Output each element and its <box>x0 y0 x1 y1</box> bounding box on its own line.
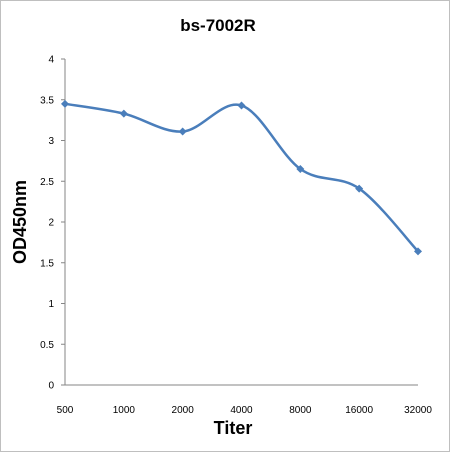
y-tick-label: 2.5 <box>40 177 54 188</box>
series-line <box>64 102 419 253</box>
y-tick-label: 0 <box>48 381 54 392</box>
series-group <box>61 99 422 256</box>
x-tick-label: 2000 <box>172 405 195 416</box>
data-point-marker <box>119 109 128 118</box>
x-tick-label: 4000 <box>230 405 253 416</box>
y-tick-label: 1 <box>48 299 54 310</box>
data-point-marker <box>178 127 187 136</box>
y-tick-label: 2 <box>48 218 54 229</box>
data-point-marker <box>61 99 69 108</box>
y-axis-label: OD450nm <box>10 180 30 264</box>
x-tick-label: 8000 <box>289 405 312 416</box>
data-point-marker <box>296 165 305 174</box>
y-ticks: 0 0.5 1 1.5 2 2.5 3 3.5 4 <box>40 55 65 392</box>
x-tick-label: 16000 <box>345 405 373 416</box>
x-tick-label: 32000 <box>404 405 432 416</box>
x-tick-label: 1000 <box>113 405 136 416</box>
x-tick-label: 500 <box>57 405 74 416</box>
x-axis-label: Titer <box>214 418 253 438</box>
x-ticks: 500 1000 2000 4000 8000 16000 32000 <box>57 405 433 416</box>
y-tick-label: 4 <box>48 55 54 66</box>
y-tick-label: 1.5 <box>40 258 54 269</box>
chart-title: bs-7002R <box>180 16 256 35</box>
data-point-marker <box>355 184 364 193</box>
data-point-marker <box>237 101 246 110</box>
y-tick-label: 3.5 <box>40 95 54 106</box>
y-tick-label: 3 <box>48 136 54 147</box>
data-point-marker <box>414 247 422 256</box>
y-tick-label: 0.5 <box>40 340 54 351</box>
